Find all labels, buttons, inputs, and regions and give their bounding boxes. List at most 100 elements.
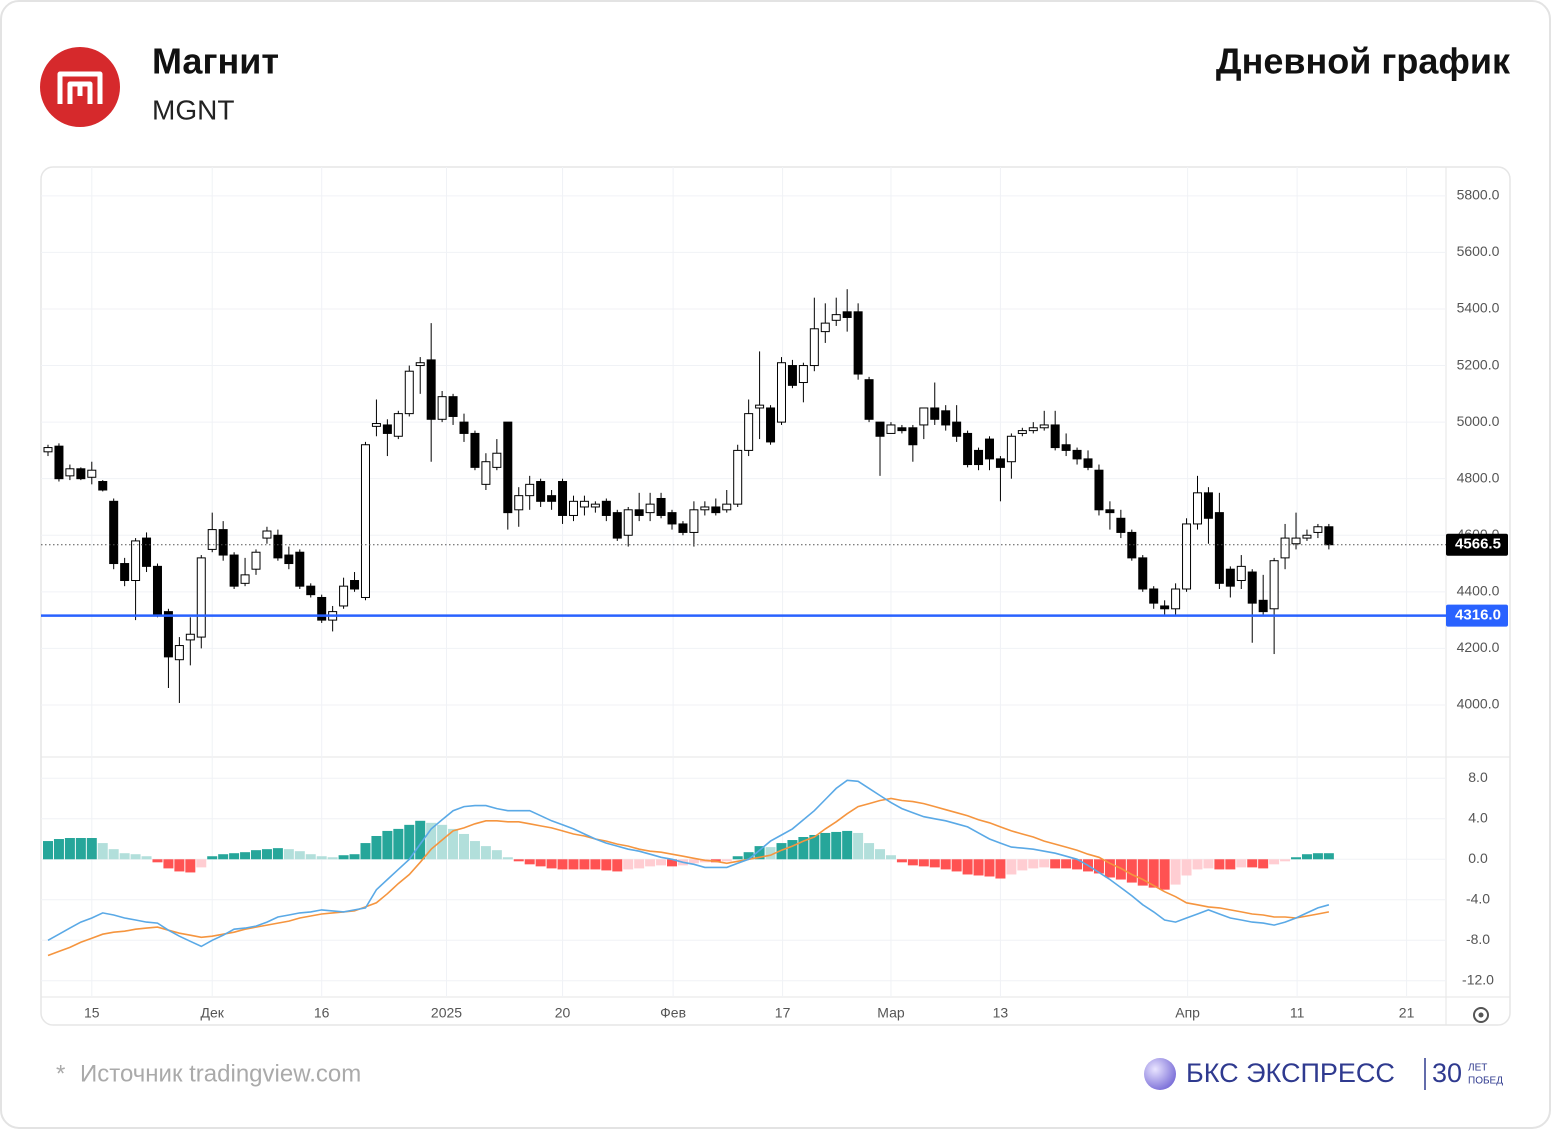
histogram-bar (272, 848, 283, 860)
x-tick-label: 20 (555, 1005, 571, 1021)
histogram-bar (75, 838, 86, 860)
candle-body (317, 596, 327, 621)
settings-button[interactable] (1473, 1007, 1489, 1023)
histogram-bar (962, 859, 973, 875)
candle-body (185, 633, 195, 641)
histogram-bar (437, 824, 448, 860)
candle-body (820, 322, 830, 333)
candle-body (1171, 588, 1181, 610)
candle-body (273, 534, 283, 559)
histogram-bar (426, 822, 437, 860)
histogram-bar (1301, 854, 1312, 860)
last-price-label: 4566.5 (1455, 536, 1501, 553)
histogram-bar (896, 859, 907, 863)
candle-body (1214, 512, 1224, 584)
candle-body (1192, 492, 1202, 525)
histogram-bar (283, 849, 294, 860)
level-label: 4316.0 (1455, 607, 1501, 624)
histogram-bar (546, 859, 557, 869)
histogram-bar (951, 859, 962, 872)
histogram-bar (929, 859, 940, 868)
settings-icon[interactable] (1473, 1007, 1489, 1023)
candle-body (1105, 509, 1115, 514)
logo (40, 47, 120, 127)
candle-body (65, 468, 75, 477)
y-tick-label: 4200.0 (1457, 639, 1500, 655)
histogram-bar (1115, 859, 1126, 880)
histogram-bar (1269, 859, 1280, 865)
candle-body (98, 481, 108, 491)
candle-body (645, 503, 655, 514)
candle-body (842, 311, 852, 318)
candle-body (590, 503, 600, 508)
histogram-bar (579, 859, 590, 870)
candle-body (1324, 526, 1334, 546)
y-tick-label: 0.0 (1468, 850, 1488, 866)
histogram-bar (557, 859, 568, 870)
candle-body (1160, 605, 1170, 610)
candle-body (514, 495, 524, 511)
histogram-bar (1006, 859, 1017, 875)
histogram-bar (820, 832, 831, 860)
settings-icon-center[interactable] (1478, 1012, 1484, 1018)
last-price-tag (1446, 533, 1508, 556)
candle-body (415, 362, 425, 367)
candle-body (952, 421, 962, 437)
histogram-bar (984, 859, 995, 877)
histogram-bar (207, 856, 218, 860)
x-tick-label: 21 (1399, 1005, 1415, 1021)
ticker: MGNT (152, 94, 234, 125)
candle-body (809, 328, 819, 367)
histogram-bar (1061, 859, 1072, 869)
histogram-bar (995, 859, 1006, 879)
histogram-bar (327, 857, 338, 860)
candle-body (1182, 523, 1192, 590)
candle-body (919, 407, 929, 426)
histogram-bar (809, 834, 820, 860)
candle-body (437, 396, 447, 420)
candle-body (481, 461, 491, 485)
histogram-bar (568, 859, 579, 870)
candle-body (974, 449, 984, 466)
candle-body (1028, 427, 1038, 432)
candle-body (700, 506, 710, 511)
candle-body (76, 468, 86, 480)
histogram-bar (360, 843, 371, 860)
histogram-bar (163, 859, 174, 869)
histogram-bar (688, 859, 699, 864)
x-tick-label: Фев (660, 1005, 686, 1021)
histogram-bar (524, 859, 535, 865)
candle-body (503, 421, 513, 514)
candle-body (831, 314, 841, 321)
histogram-bar (480, 846, 491, 860)
plot (41, 289, 1446, 957)
footnote-asterisk: * (56, 1060, 65, 1087)
histogram-bar (590, 859, 601, 870)
candle-body (579, 500, 589, 508)
source-note: Источник tradingview.com (80, 1060, 361, 1087)
histogram-bar (623, 859, 634, 870)
histogram-bar (316, 856, 327, 860)
y-tick-label: 5000.0 (1457, 413, 1500, 429)
candle-body (371, 423, 381, 427)
histogram-bar (174, 859, 185, 872)
candle-body (1072, 449, 1082, 460)
candle-body (109, 500, 119, 565)
candle-body (634, 509, 644, 516)
histogram-bar (1039, 859, 1050, 868)
candle-body (492, 452, 502, 468)
candle-body (787, 365, 797, 386)
candle-body (536, 481, 546, 502)
candle-body (339, 585, 349, 607)
candle-body (568, 500, 578, 516)
candle-body (1280, 537, 1290, 559)
candle-body (459, 421, 469, 434)
histogram-bar (875, 849, 886, 860)
candle-body (43, 447, 53, 453)
candle-body (152, 565, 162, 615)
histogram-bar (864, 843, 875, 860)
candle-body (864, 379, 874, 420)
candle-body (1017, 430, 1027, 434)
histogram-bar (1236, 859, 1247, 868)
